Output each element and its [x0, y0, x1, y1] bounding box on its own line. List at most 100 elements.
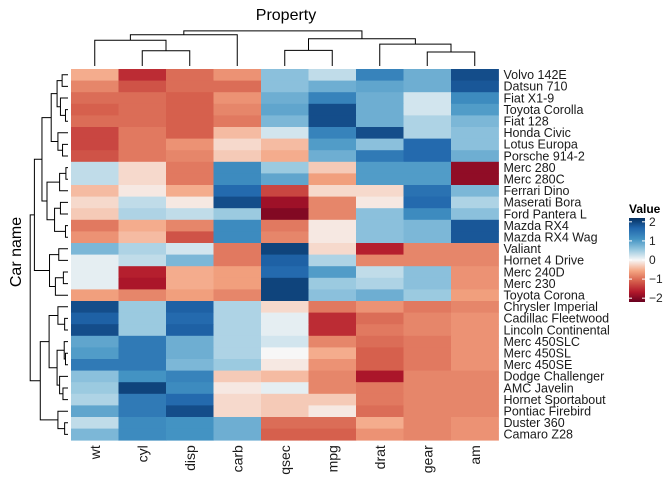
heatmap-cell [213, 150, 262, 163]
dendrogram-branch [57, 410, 68, 430]
heatmap-cell [451, 370, 499, 383]
heatmap-cell [308, 231, 357, 244]
heatmap-cell [356, 231, 404, 244]
heatmap-cell [403, 208, 452, 221]
row-label: Merc 450SE [504, 358, 573, 372]
heatmap-cell [166, 80, 214, 93]
column-label: qsec [277, 445, 293, 475]
heatmap-cell [403, 289, 452, 302]
dendrogram-branch [379, 43, 452, 66]
heatmap-cell [118, 266, 167, 279]
heatmap-cell [451, 417, 499, 429]
heatmap-cell [403, 127, 452, 139]
heatmap-cell [356, 417, 404, 429]
heatmap-cell [213, 219, 262, 232]
row-label: Merc 450SLC [504, 335, 580, 349]
column-label: carb [229, 445, 245, 472]
heatmap-cell [403, 103, 452, 116]
heatmap-cell [451, 138, 499, 151]
heatmap-cell [118, 208, 167, 221]
heatmap-cell [71, 115, 119, 128]
heatmap-cell [213, 359, 262, 371]
heatmap-cell [356, 393, 404, 406]
heatmap-cell [166, 324, 214, 337]
heatmap-cell [308, 254, 357, 267]
heatmap-cell [213, 231, 262, 244]
heatmap-cell [118, 161, 167, 174]
heatmap-cell [403, 115, 452, 128]
heatmap-cell [213, 115, 262, 128]
heatmap-cell [356, 312, 404, 325]
dendrogram-branch [64, 225, 68, 238]
heatmap-cell [308, 115, 357, 128]
heatmap-cell [451, 69, 499, 81]
heatmap-cell [118, 185, 167, 197]
heatmap-cell [451, 393, 499, 406]
heatmap-cell [356, 80, 404, 93]
dendrogram-branch [64, 352, 68, 366]
dendrogram-branch [57, 306, 68, 325]
heatmap-cell [118, 370, 167, 383]
heatmap-cell [403, 312, 452, 325]
heatmap-cell [118, 277, 167, 290]
heatmap-cell [71, 161, 119, 174]
heatmap-cell [71, 359, 119, 371]
heatmap-cell [451, 289, 499, 302]
heatmap-cell [403, 417, 452, 429]
heatmap-cell [356, 243, 404, 255]
dendrogram-branch [59, 375, 68, 395]
row-label: Merc 240D [504, 265, 565, 279]
row-label: Merc 450SL [504, 347, 571, 361]
heatmap-cell [166, 417, 214, 429]
row-label: Toyota Corolla [504, 103, 584, 117]
heatmap-cell [166, 185, 214, 197]
heatmap-cell [71, 150, 119, 163]
heatmap-cell [451, 254, 499, 267]
row-label: Duster 360 [504, 416, 565, 430]
heatmap-cell [166, 161, 214, 174]
dendrogram-branch [141, 50, 191, 66]
heatmap-cell [213, 103, 262, 116]
heatmap-cell [166, 127, 214, 139]
heatmap-cell [261, 277, 309, 290]
dendrogram-branch [183, 30, 363, 39]
heatmap-cell [71, 173, 119, 186]
heatmap-cell [118, 301, 167, 313]
heatmap-cell [118, 335, 167, 348]
heatmap-cell [166, 301, 214, 313]
heatmap-cell [403, 382, 452, 395]
heatmap-cell [356, 115, 404, 128]
heatmap-cell [451, 312, 499, 325]
heatmap-cell [213, 161, 262, 174]
heatmap-cell [118, 405, 167, 418]
row-dendrogram [29, 74, 68, 435]
heatmap-cell [403, 231, 452, 244]
heatmap-cell [356, 335, 404, 348]
dendrogram-branch [64, 109, 68, 122]
heatmap-cell [261, 243, 309, 255]
column-labels: wt cyl disp carb qsec mpg drat gear am [87, 445, 483, 475]
heatmap-cell [71, 405, 119, 418]
legend-ticks: 2 1 0 −1 −2 [629, 215, 663, 305]
heatmap-cell [118, 254, 167, 267]
heatmap-cell [71, 417, 119, 429]
heatmap-cell [451, 150, 499, 163]
heatmap-cell [356, 150, 404, 163]
heatmap-cell [403, 324, 452, 337]
heatmap-cell [356, 347, 404, 360]
row-label: Mazda RX4 Wag [504, 231, 598, 245]
heatmap-cell [356, 289, 404, 302]
heatmap-cell [308, 219, 357, 232]
heatmap-cell [166, 266, 214, 279]
heatmap-cell [403, 301, 452, 313]
heatmap-cell [451, 428, 499, 441]
heatmap-cell [118, 243, 167, 255]
heatmap-cell [261, 405, 309, 418]
heatmap-cell [451, 382, 499, 395]
heatmap-cell [118, 382, 167, 395]
heatmap-cell [213, 277, 262, 290]
heatmap-cell [213, 312, 262, 325]
heatmap-cell [71, 289, 119, 302]
heatmap-cell [451, 243, 499, 255]
